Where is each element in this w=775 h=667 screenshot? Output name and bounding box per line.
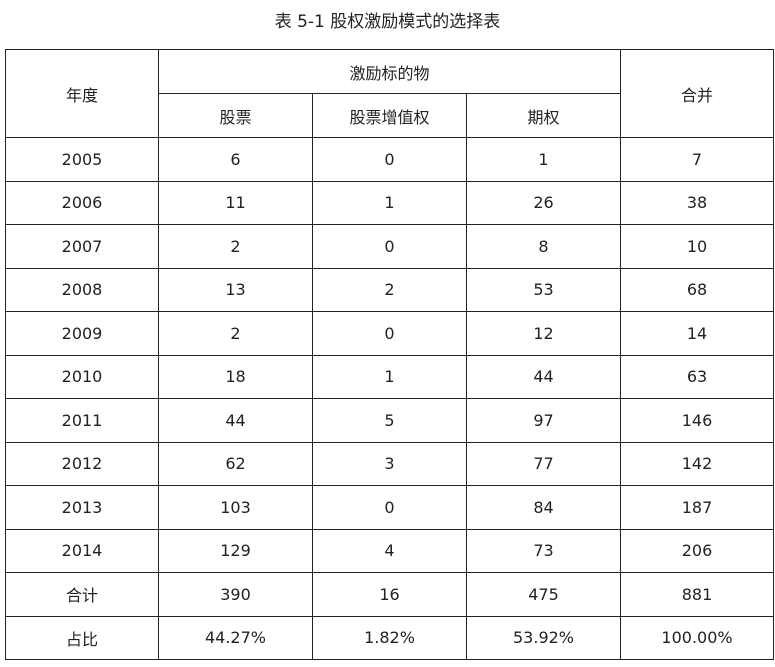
cell-sar: 0	[312, 485, 467, 530]
cell-sar: 16	[312, 572, 467, 617]
incentive-mode-table: 年度 激励标的物 合并 股票 股票增值权 期权 2005 6 0 1 7 2006 11 1 2…	[5, 49, 775, 660]
cell-option: 77	[465, 441, 622, 486]
cell-year: 占比	[5, 615, 159, 660]
cell-year: 合计	[5, 572, 159, 617]
cell-stock: 129	[158, 528, 313, 573]
table-row: 合计 390 16 475 881	[5, 572, 775, 617]
cell-total: 142	[620, 441, 775, 486]
cell-stock: 62	[158, 441, 313, 486]
cell-total: 10	[620, 224, 775, 269]
cell-total: 14	[620, 311, 775, 356]
table-title: 表 5-1 股权激励模式的选择表	[274, 12, 501, 32]
cell-sar: 1	[312, 354, 467, 399]
cell-total: 146	[620, 398, 775, 443]
cell-sar: 2	[312, 267, 467, 312]
header-total: 合并	[620, 49, 775, 138]
header-incentive-subject: 激励标的物	[157, 49, 622, 94]
header-sar: 股票增值权	[312, 93, 467, 138]
cell-sar: 4	[312, 528, 467, 573]
cell-year: 2010	[5, 354, 159, 399]
cell-total: 187	[620, 485, 775, 530]
cell-stock: 11	[158, 180, 313, 225]
cell-sar: 1.82%	[312, 615, 467, 660]
cell-option: 97	[465, 398, 622, 443]
cell-year: 2009	[5, 311, 159, 356]
cell-sar: 5	[312, 398, 467, 443]
cell-total: 63	[620, 354, 775, 399]
header-option: 期权	[465, 93, 622, 138]
table-row: 2008 13 2 53 68	[5, 267, 775, 312]
cell-stock: 44	[158, 398, 313, 443]
cell-stock: 6	[158, 137, 313, 182]
cell-total: 206	[620, 528, 775, 573]
cell-year: 2013	[5, 485, 159, 530]
cell-year: 2007	[5, 224, 159, 269]
cell-stock: 390	[158, 572, 313, 617]
table-row: 2005 6 0 1 7	[5, 137, 775, 182]
cell-total: 68	[620, 267, 775, 312]
cell-option: 8	[465, 224, 622, 269]
cell-sar: 1	[312, 180, 467, 225]
cell-stock: 44.27%	[158, 615, 313, 660]
cell-stock: 13	[158, 267, 313, 312]
cell-stock: 103	[158, 485, 313, 530]
cell-option: 53.92%	[465, 615, 622, 660]
cell-year: 2005	[5, 137, 159, 182]
cell-stock: 2	[158, 311, 313, 356]
cell-sar: 0	[312, 311, 467, 356]
cell-option: 73	[465, 528, 622, 573]
table-row: 2007 2 0 8 10	[5, 224, 775, 269]
table-row: 2010 18 1 44 63	[5, 354, 775, 399]
table-row: 2012 62 3 77 142	[5, 441, 775, 486]
header-year: 年度	[5, 49, 159, 138]
table-row: 2011 44 5 97 146	[5, 398, 775, 443]
table-row: 2014 129 4 73 206	[5, 528, 775, 573]
cell-option: 84	[465, 485, 622, 530]
cell-year: 2008	[5, 267, 159, 312]
table-row: 2013 103 0 84 187	[5, 485, 775, 530]
table-row: 2006 11 1 26 38	[5, 180, 775, 225]
cell-option: 53	[465, 267, 622, 312]
cell-sar: 0	[312, 224, 467, 269]
cell-option: 475	[465, 572, 622, 617]
cell-year: 2014	[5, 528, 159, 573]
header-stock: 股票	[158, 93, 313, 138]
cell-sar: 3	[312, 441, 467, 486]
cell-year: 2012	[5, 441, 159, 486]
table-row: 2009 2 0 12 14	[5, 311, 775, 356]
table-row: 占比 44.27% 1.82% 53.92% 100.00%	[5, 615, 775, 660]
cell-stock: 2	[158, 224, 313, 269]
cell-total: 38	[620, 180, 775, 225]
cell-total: 881	[620, 572, 775, 617]
cell-option: 1	[465, 137, 622, 182]
cell-option: 44	[465, 354, 622, 399]
cell-option: 12	[465, 311, 622, 356]
cell-total: 100.00%	[620, 615, 775, 660]
cell-year: 2011	[5, 398, 159, 443]
cell-option: 26	[465, 180, 622, 225]
cell-stock: 18	[158, 354, 313, 399]
cell-year: 2006	[5, 180, 159, 225]
cell-sar: 0	[312, 137, 467, 182]
cell-total: 7	[620, 137, 775, 182]
